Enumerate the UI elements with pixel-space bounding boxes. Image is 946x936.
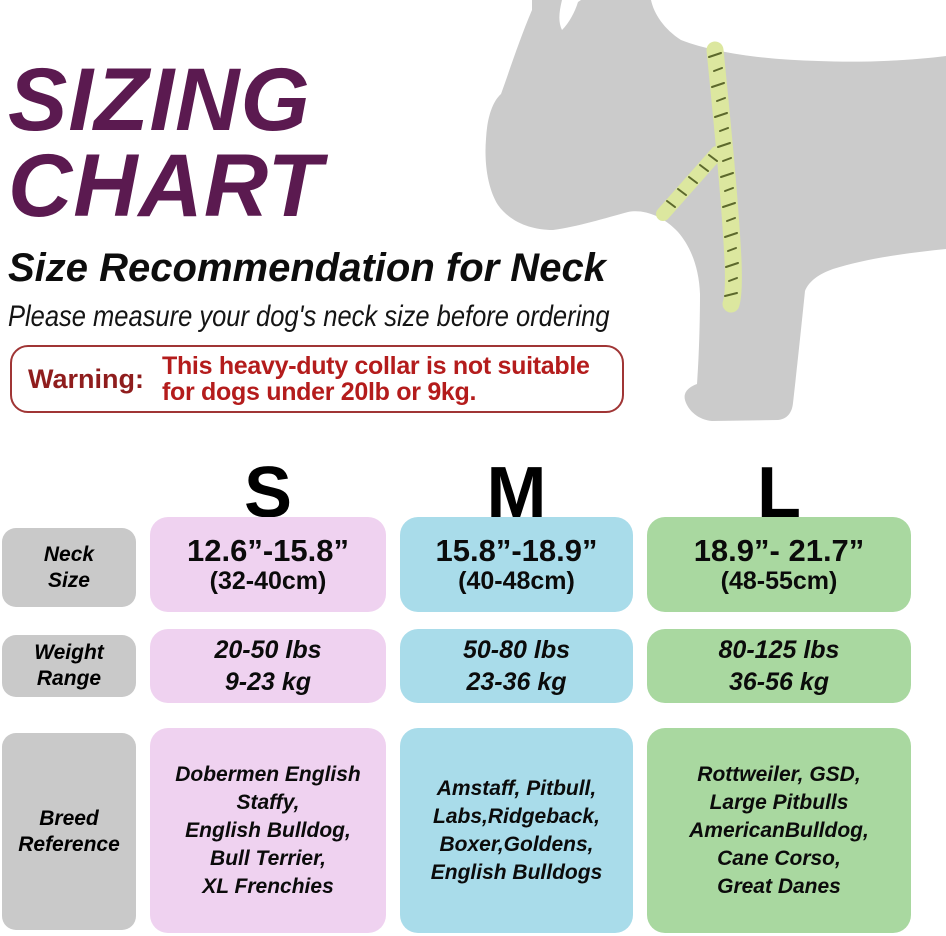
breed-reference-cell-s: Dobermen English Staffy, English Bulldog…: [150, 728, 386, 933]
neck-size-cell-l: 18.9”- 21.7” (48-55cm): [647, 517, 911, 612]
warning-label: Warning:: [28, 363, 144, 394]
warning-box: Warning: This heavy-duty collar is not s…: [10, 345, 624, 413]
dog-graphic-container: [470, 0, 946, 440]
neck-size-cell-s: 12.6”-15.8” (32-40cm): [150, 517, 386, 612]
breed-list-l: Rottweiler, GSD, Large Pitbulls American…: [689, 762, 869, 898]
breed-reference-cell-m: Amstaff, Pitbull, Labs,Ridgeback, Boxer,…: [400, 728, 633, 933]
weight-range-s: 20-50 lbs 9-23 kg: [214, 636, 322, 696]
neck-size-inches-l: 18.9”- 21.7”: [693, 533, 865, 568]
page-subtitle: Size Recommendation for Neck: [8, 246, 606, 290]
breed-reference-cell-l: Rottweiler, GSD, Large Pitbulls American…: [647, 728, 911, 933]
neck-size-cm-m: (40-48cm): [458, 567, 575, 595]
breed-list-m: Amstaff, Pitbull, Labs,Ridgeback, Boxer,…: [430, 776, 603, 884]
neck-size-inches-s: 12.6”-15.8”: [187, 533, 349, 568]
neck-size-cm-l: (48-55cm): [720, 567, 838, 595]
weight-range-cell-m: 50-80 lbs 23-36 kg: [400, 629, 633, 703]
breed-list-s: Dobermen English Staffy, English Bulldog…: [175, 762, 361, 898]
weight-range-cell-s: 20-50 lbs 9-23 kg: [150, 629, 386, 703]
row-label-neck-size: Neck Size: [2, 528, 136, 607]
weight-range-m: 50-80 lbs 23-36 kg: [462, 636, 570, 696]
neck-size-cm-s: (32-40cm): [209, 567, 327, 595]
weight-range-cell-l: 80-125 lbs 36-56 kg: [647, 629, 911, 703]
neck-size-cell-m: 15.8”-18.9” (40-48cm): [400, 517, 633, 612]
measure-note: Please measure your dog's neck size befo…: [8, 300, 610, 333]
dog-silhouette: [485, 0, 946, 421]
row-label-weight-range: Weight Range: [2, 635, 136, 697]
weight-range-l: 80-125 lbs 36-56 kg: [718, 636, 840, 696]
neck-size-inches-m: 15.8”-18.9”: [435, 533, 598, 568]
warning-message: This heavy-duty collar is not suitable f…: [161, 352, 590, 406]
row-label-breed-reference: Breed Reference: [2, 733, 136, 930]
dog-silhouette-image: [485, 0, 946, 421]
page-title: SIZING CHART: [8, 49, 323, 235]
tape-tick-marks: [666, 52, 739, 297]
